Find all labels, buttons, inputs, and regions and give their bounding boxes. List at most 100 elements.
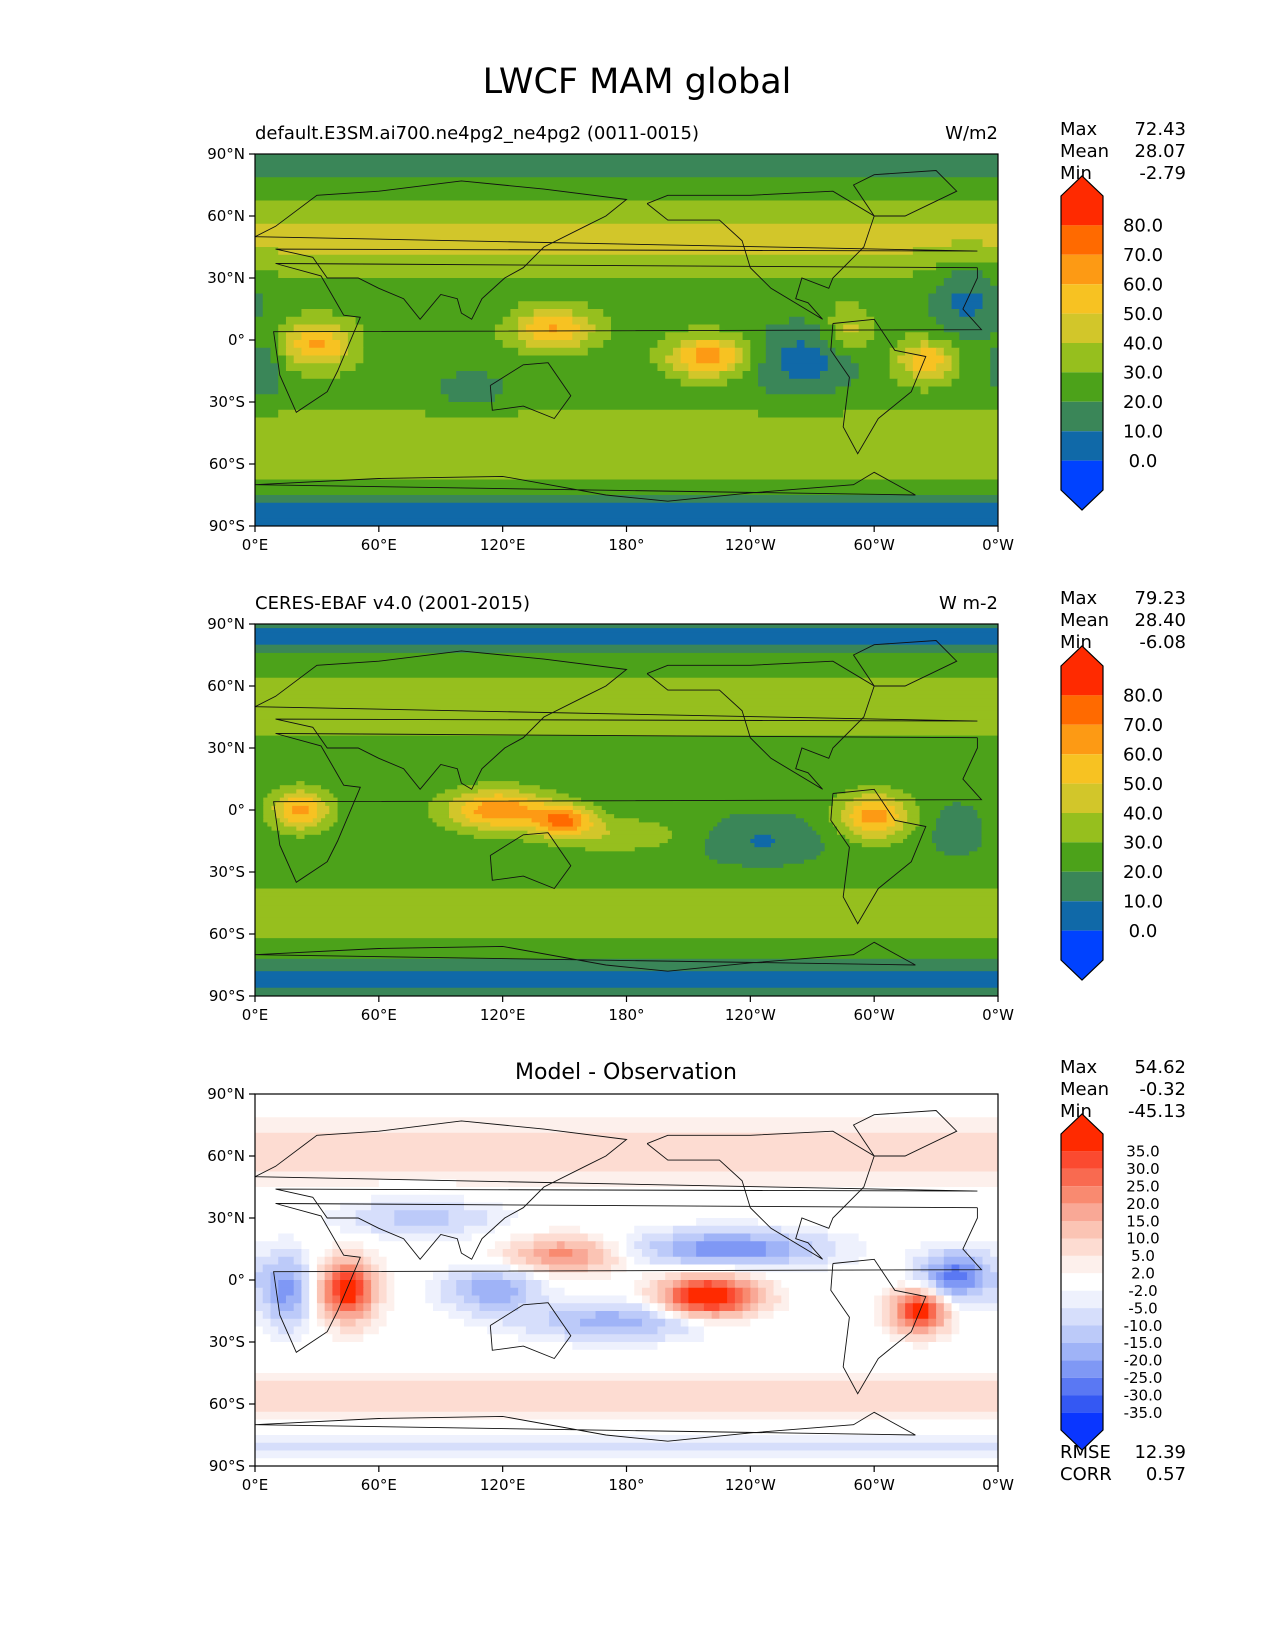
field-cell xyxy=(837,826,850,832)
lat-tick-labels: 90°N 60°N 30°N 0° 30°S 60°S 90°S xyxy=(207,615,255,1005)
field-cell xyxy=(502,1256,512,1266)
colorbar-tick-label: -35.0 xyxy=(1124,1404,1163,1422)
field-cell xyxy=(255,1156,998,1165)
colorbar-tick-label: 0.0 xyxy=(1129,921,1158,942)
lat-tick-labels: 90°N 60°N 30°N 0° 30°S 60°S 90°S xyxy=(207,1085,255,1475)
colorbar-segment xyxy=(1061,930,1103,980)
field-cell xyxy=(951,1264,960,1273)
colorbar-tick-label: 15.0 xyxy=(1126,1212,1159,1230)
field-cell xyxy=(386,1287,395,1297)
field-cell xyxy=(309,1303,318,1312)
lon-tick-label: 180° xyxy=(608,536,644,554)
field-cell xyxy=(363,1280,372,1289)
field-cell xyxy=(874,1318,883,1328)
stat-value-rmse: 12.39 xyxy=(1134,1442,1186,1463)
field-cell xyxy=(255,1117,998,1126)
field-cell xyxy=(533,1249,550,1258)
field-cell xyxy=(626,1256,635,1266)
colorbar-segment xyxy=(1061,1203,1103,1222)
field-cell xyxy=(886,814,900,819)
field-cell xyxy=(296,789,306,795)
field-cell xyxy=(371,1256,388,1266)
field-cell xyxy=(363,1303,372,1312)
field-cell xyxy=(255,1210,326,1219)
field-cell xyxy=(278,247,914,256)
coastline xyxy=(830,318,927,455)
field-cell xyxy=(255,1132,998,1142)
field-cell xyxy=(634,847,706,852)
lon-tick-label: 0°W xyxy=(982,536,1014,554)
field-cell xyxy=(255,921,998,927)
field-cell xyxy=(943,1249,968,1258)
field-cell xyxy=(386,1311,450,1320)
field-cell xyxy=(527,805,574,811)
stat-value-min: -45.13 xyxy=(1128,1101,1186,1122)
field-cell xyxy=(919,810,941,815)
field-cell xyxy=(943,371,960,380)
colorbar-segment xyxy=(1061,1308,1103,1326)
field-cell xyxy=(270,1311,303,1320)
field-cell xyxy=(525,1280,542,1289)
field-cell xyxy=(479,1295,512,1304)
field-cell xyxy=(386,1280,395,1289)
lon-tick-label: 180° xyxy=(608,1006,644,1024)
field-cell xyxy=(255,760,998,766)
coastline xyxy=(273,733,983,883)
field-cell xyxy=(255,739,998,745)
field-cell xyxy=(386,1318,465,1328)
lon-tick-label: 120°E xyxy=(480,1476,526,1494)
field-cell xyxy=(386,1264,450,1273)
field-cell xyxy=(812,1241,837,1250)
field-cell xyxy=(905,363,914,372)
field-cell xyxy=(680,355,697,364)
lon-tick-label: 120°E xyxy=(480,1006,526,1024)
field-cell xyxy=(727,363,736,372)
field-cell xyxy=(858,1233,998,1242)
field-cell xyxy=(564,1326,659,1335)
field-cell xyxy=(754,834,772,840)
lon-tick-labels: 0°E 60°E 120°E 180° 120°W 60°W 0°W xyxy=(242,1466,1014,1494)
field-cell xyxy=(340,1202,372,1211)
field-cell xyxy=(255,888,998,894)
field-cell xyxy=(255,192,998,202)
field-cell xyxy=(990,371,998,380)
field-cell xyxy=(394,1280,426,1289)
field-cell xyxy=(355,1303,364,1312)
field-cell xyxy=(549,1295,628,1304)
field-cell xyxy=(703,1334,891,1343)
field-cell xyxy=(665,1272,682,1281)
field-cell xyxy=(255,628,998,633)
field-cell xyxy=(789,1303,875,1312)
field-cell xyxy=(301,1318,310,1328)
field-cell xyxy=(611,316,790,326)
field-cell xyxy=(572,810,582,815)
field-cell xyxy=(936,1272,945,1281)
field-cell xyxy=(477,826,537,832)
field-cell xyxy=(905,1272,914,1281)
field-cell xyxy=(680,347,697,357)
field-cell xyxy=(301,309,333,318)
field-cell xyxy=(255,1342,573,1351)
field-cell xyxy=(533,332,573,341)
field-cell xyxy=(894,818,908,823)
field-cell xyxy=(841,810,855,815)
field-cell xyxy=(531,818,549,823)
field-cell xyxy=(734,340,751,349)
field-cell xyxy=(832,822,846,828)
field-cell xyxy=(255,971,998,976)
lon-tick-label: 60°W xyxy=(853,536,895,554)
colorbar-tick-label: 10.0 xyxy=(1123,422,1163,443)
field-cell xyxy=(444,826,479,832)
field-cells xyxy=(255,1094,998,1466)
field-cell xyxy=(292,810,310,815)
field-cell xyxy=(928,301,953,310)
field-cell xyxy=(850,355,891,364)
lat-tick-label: 90°S xyxy=(209,517,245,535)
field-cell xyxy=(255,332,279,341)
field-cell xyxy=(709,834,756,840)
field-cell xyxy=(843,340,868,349)
field-cell xyxy=(765,386,837,395)
colorbar-segment xyxy=(1061,1114,1103,1152)
field-cell xyxy=(394,1295,426,1304)
field-cell xyxy=(894,830,912,836)
